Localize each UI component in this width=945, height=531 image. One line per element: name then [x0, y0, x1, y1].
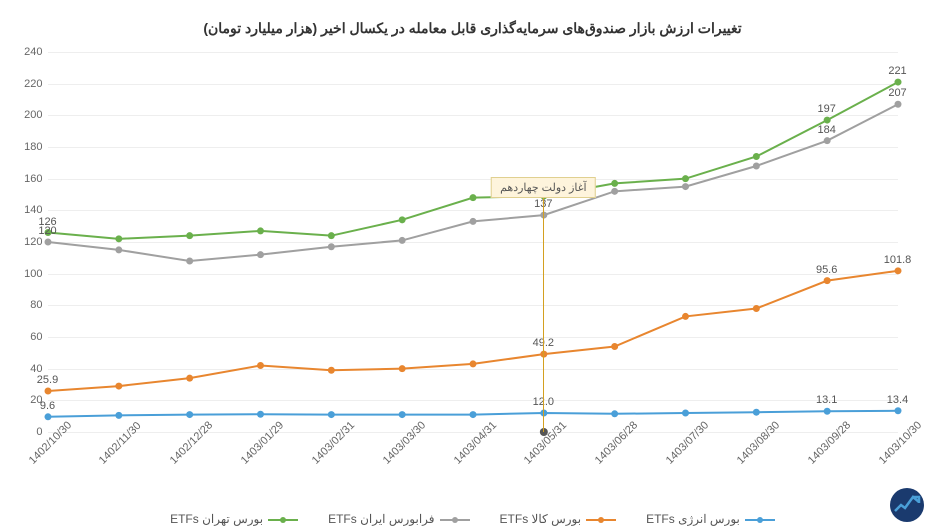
legend-item: بورس انرژی ETFs	[646, 512, 775, 526]
series-marker	[257, 227, 264, 234]
logo-icon	[889, 487, 925, 523]
series-marker	[894, 101, 901, 108]
legend-marker-icon	[268, 519, 298, 521]
series-marker	[257, 411, 264, 418]
series-marker	[115, 235, 122, 242]
series-line	[48, 271, 898, 391]
series-marker	[894, 79, 901, 86]
data-label: 95.6	[816, 264, 837, 276]
data-label: 184	[817, 124, 835, 136]
legend-item: فرابورس ایران ETFs	[328, 512, 469, 526]
series-marker	[186, 232, 193, 239]
x-axis: 1402/10/301402/11/301402/12/281403/01/29…	[48, 432, 898, 492]
chart-svg	[48, 52, 898, 432]
series-marker	[894, 407, 901, 414]
legend-marker-icon	[745, 519, 775, 521]
series-marker	[115, 383, 122, 390]
data-label: 13.4	[887, 394, 908, 406]
series-marker	[327, 367, 334, 374]
series-marker	[469, 411, 476, 418]
legend-label: فرابورس ایران ETFs	[328, 512, 434, 526]
legend-label: بورس تهران ETFs	[170, 512, 263, 526]
legend-item: بورس تهران ETFs	[170, 512, 298, 526]
plot-area: 020406080100120140160180200220240 9.612.…	[48, 52, 898, 432]
y-tick: 0	[36, 426, 42, 438]
y-tick: 100	[24, 268, 42, 280]
series-marker	[186, 375, 193, 382]
series-marker	[823, 117, 830, 124]
data-label: 126	[38, 216, 56, 228]
data-label: 207	[888, 87, 906, 99]
series-marker	[752, 153, 759, 160]
data-label: 197	[817, 103, 835, 115]
y-tick: 200	[24, 109, 42, 121]
series-marker	[44, 413, 51, 420]
series-marker	[186, 258, 193, 265]
y-tick: 80	[30, 299, 42, 311]
data-label: 25.9	[37, 374, 58, 386]
data-label: 221	[888, 65, 906, 77]
series-marker	[44, 387, 51, 394]
legend-label: بورس انرژی ETFs	[646, 512, 740, 526]
series-marker	[611, 343, 618, 350]
series-marker	[398, 216, 405, 223]
annotation-line	[543, 197, 544, 432]
legend-marker-icon	[586, 519, 616, 521]
series-marker	[752, 163, 759, 170]
y-tick: 140	[24, 204, 42, 216]
series-marker	[682, 410, 689, 417]
series-marker	[186, 411, 193, 418]
series-marker	[327, 411, 334, 418]
data-label: 9.6	[40, 400, 55, 412]
series-line	[48, 104, 898, 261]
y-tick: 60	[30, 331, 42, 343]
annotation-box: آغاز دولت چهاردهم	[491, 177, 596, 198]
series-marker	[894, 267, 901, 274]
legend-item: بورس کالا ETFs	[500, 512, 617, 526]
series-marker	[327, 243, 334, 250]
series-marker	[611, 188, 618, 195]
series-marker	[115, 412, 122, 419]
chart-title: تغییرات ارزش بازار صندوق‌های سرمایه‌گذار…	[30, 20, 915, 37]
series-marker	[469, 194, 476, 201]
series-marker	[257, 251, 264, 258]
series-marker	[44, 239, 51, 246]
series-marker	[398, 365, 405, 372]
y-tick: 240	[24, 46, 42, 58]
legend-label: بورس کالا ETFs	[500, 512, 582, 526]
legend-marker-icon	[440, 519, 470, 521]
y-tick: 120	[24, 236, 42, 248]
data-label: 13.1	[816, 394, 837, 406]
series-marker	[682, 313, 689, 320]
series-marker	[611, 410, 618, 417]
series-marker	[257, 362, 264, 369]
series-marker	[823, 408, 830, 415]
series-marker	[752, 409, 759, 416]
series-marker	[823, 277, 830, 284]
series-marker	[469, 218, 476, 225]
data-label: 101.8	[884, 254, 912, 266]
series-marker	[469, 360, 476, 367]
y-tick: 220	[24, 78, 42, 90]
y-tick: 40	[30, 363, 42, 375]
y-tick: 180	[24, 141, 42, 153]
y-tick: 160	[24, 173, 42, 185]
series-marker	[682, 183, 689, 190]
series-marker	[682, 175, 689, 182]
series-marker	[823, 137, 830, 144]
series-marker	[398, 411, 405, 418]
series-marker	[398, 237, 405, 244]
legend: بورس انرژی ETFs بورس کالا ETFs فرابورس ایر…	[0, 512, 945, 526]
series-marker	[611, 180, 618, 187]
chart-container: تغییرات ارزش بازار صندوق‌های سرمایه‌گذار…	[0, 0, 945, 531]
series-marker	[752, 305, 759, 312]
series-marker	[327, 232, 334, 239]
series-marker	[115, 246, 122, 253]
